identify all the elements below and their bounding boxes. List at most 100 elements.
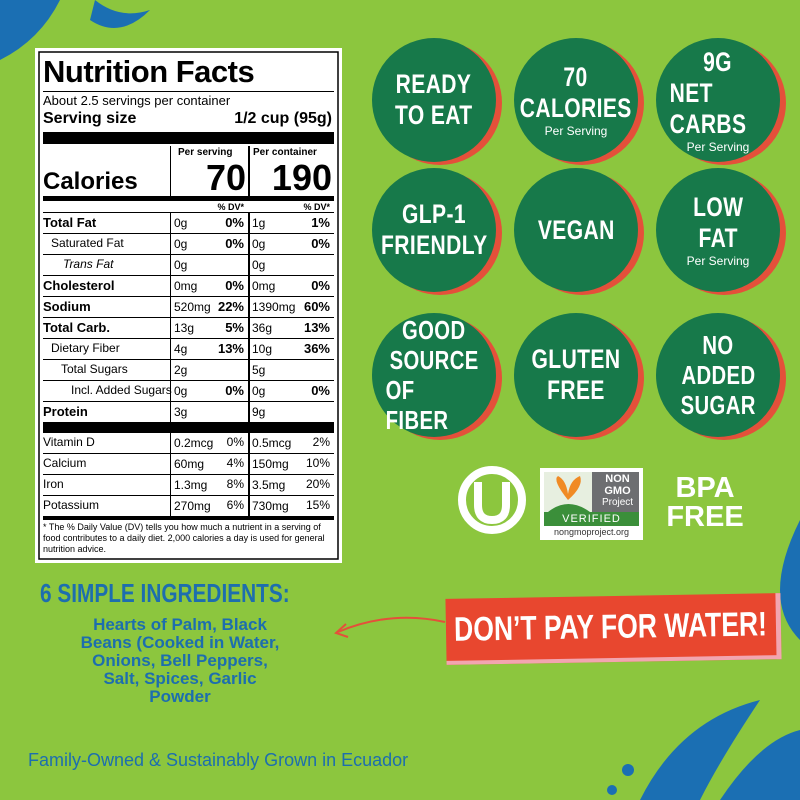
rule (248, 495, 250, 516)
nf-dv: 0% (226, 435, 244, 449)
badge: GLUTEN FREE (514, 313, 638, 437)
badge-line: FRIENDLY (380, 230, 488, 260)
rule (170, 401, 171, 422)
footer: Family-Owned & Sustainably Grown in Ecua… (28, 750, 409, 770)
nf-amount: 0.2mcg (174, 436, 214, 450)
rule (170, 338, 171, 359)
rule (170, 317, 171, 338)
nf-dv: 36% (303, 341, 330, 356)
nf-amount: 9g (252, 405, 266, 419)
rule (43, 380, 334, 381)
badge-line: NO (702, 330, 734, 360)
nf-title: Nutrition Facts (43, 54, 255, 89)
rule (43, 196, 334, 201)
badge-note: Per Serving (686, 139, 750, 154)
badge-note: Per Serving (686, 254, 750, 268)
badge: GLP-1 FRIENDLY (372, 168, 496, 292)
rule (248, 380, 250, 401)
rule (43, 91, 334, 92)
nf-dv: 5% (225, 320, 244, 335)
rule (43, 401, 334, 402)
bpa-free: BPA FREE (660, 474, 750, 532)
rule (170, 359, 171, 380)
nf-dv: 0% (225, 215, 244, 230)
rule (43, 212, 334, 213)
nongmo-line: NON (605, 473, 630, 485)
rule (248, 254, 250, 275)
badge-note: Per Serving (544, 124, 608, 138)
rule (43, 422, 334, 432)
nf-dv: 0% (225, 383, 244, 398)
nf-amount: 3.5mg (252, 478, 286, 492)
nf-size: 1/2 cup (95g) (234, 110, 332, 127)
nf-dv: 0% (311, 383, 330, 398)
rule (43, 359, 334, 360)
nf-row-label: Protein (43, 404, 88, 419)
nf-cal-label: Calories (43, 168, 138, 195)
nf-row-label: Cholesterol (43, 278, 115, 293)
rule (248, 233, 250, 254)
badge-line: SUGAR (680, 390, 756, 420)
badge-line: GLP-1 (402, 199, 466, 229)
nf-dv: 0% (311, 278, 330, 293)
banner-text: DON’T PAY FOR WATER! (454, 604, 768, 649)
rule (43, 338, 334, 339)
nf-dv-header: % DV* (217, 202, 244, 212)
nf-amount: 0g (174, 216, 188, 230)
badge: LOW FAT Per Serving (656, 168, 780, 292)
nf-row-label: Incl. Added Sugars (71, 383, 172, 397)
nf-amount: 0mg (174, 279, 198, 293)
rule (43, 453, 334, 454)
nf-row-label: Total Sugars (61, 362, 128, 376)
nf-amount: 150mg (252, 457, 289, 471)
bpa-line: FREE (666, 501, 744, 533)
nf-dv: 1% (311, 215, 330, 230)
badge-line: FREE (547, 375, 605, 405)
nf-cal: 190 (271, 157, 332, 198)
nf-size-label: Serving size (43, 110, 137, 127)
badge: NO ADDED SUGAR (656, 313, 780, 437)
nf-row-label: Total Carb. (43, 320, 110, 335)
rule (43, 474, 334, 475)
badge-line: GOOD (402, 315, 466, 345)
rule (248, 146, 250, 198)
nongmo-line: GMO (604, 485, 631, 497)
ingredients-title: 6 SIMPLE INGREDIENTS: (40, 578, 290, 608)
nf-amount: 520mg (174, 300, 211, 314)
rule (248, 212, 250, 233)
rule (170, 233, 171, 254)
badge-line: 70 (563, 62, 589, 92)
banner: DON’T PAY FOR WATER! (445, 593, 782, 665)
rule (43, 516, 334, 520)
rule (170, 146, 171, 198)
nf-dv: 4% (226, 456, 244, 470)
rule (248, 338, 250, 359)
nongmo-verified: VERIFIED (562, 513, 621, 525)
nf-dv: 13% (303, 320, 330, 335)
rule (248, 359, 250, 380)
ingredients-line: Onions, Bell Peppers, (92, 651, 268, 670)
rule (248, 474, 250, 495)
rule (248, 275, 250, 296)
nf-dv: 0% (311, 236, 330, 251)
badge-line: READY (396, 69, 472, 99)
rule (43, 432, 334, 433)
rule (170, 275, 171, 296)
nf-row-label: Saturated Fat (51, 236, 124, 250)
badge: READY TO EAT (372, 38, 496, 162)
badge-line: NET CARBS (669, 77, 747, 139)
rule (248, 432, 250, 453)
nongmo-text: NON GMO Project (596, 473, 639, 509)
rule (170, 453, 171, 474)
nf-dv: 8% (226, 477, 244, 491)
rule (248, 401, 250, 422)
rule (43, 132, 334, 144)
badge: GOOD SOURCE OF FIBER (372, 313, 496, 437)
nf-row-label: Total Fat (43, 215, 97, 230)
nongmo-line: Project (601, 497, 634, 508)
badge-line: VEGAN (537, 214, 615, 245)
ingredients-line: Beans (Cooked in Water, (80, 633, 280, 652)
bpa-line: BPA (675, 472, 735, 504)
nf-amount: 2g (174, 363, 188, 377)
nf-amount: 0g (252, 237, 266, 251)
